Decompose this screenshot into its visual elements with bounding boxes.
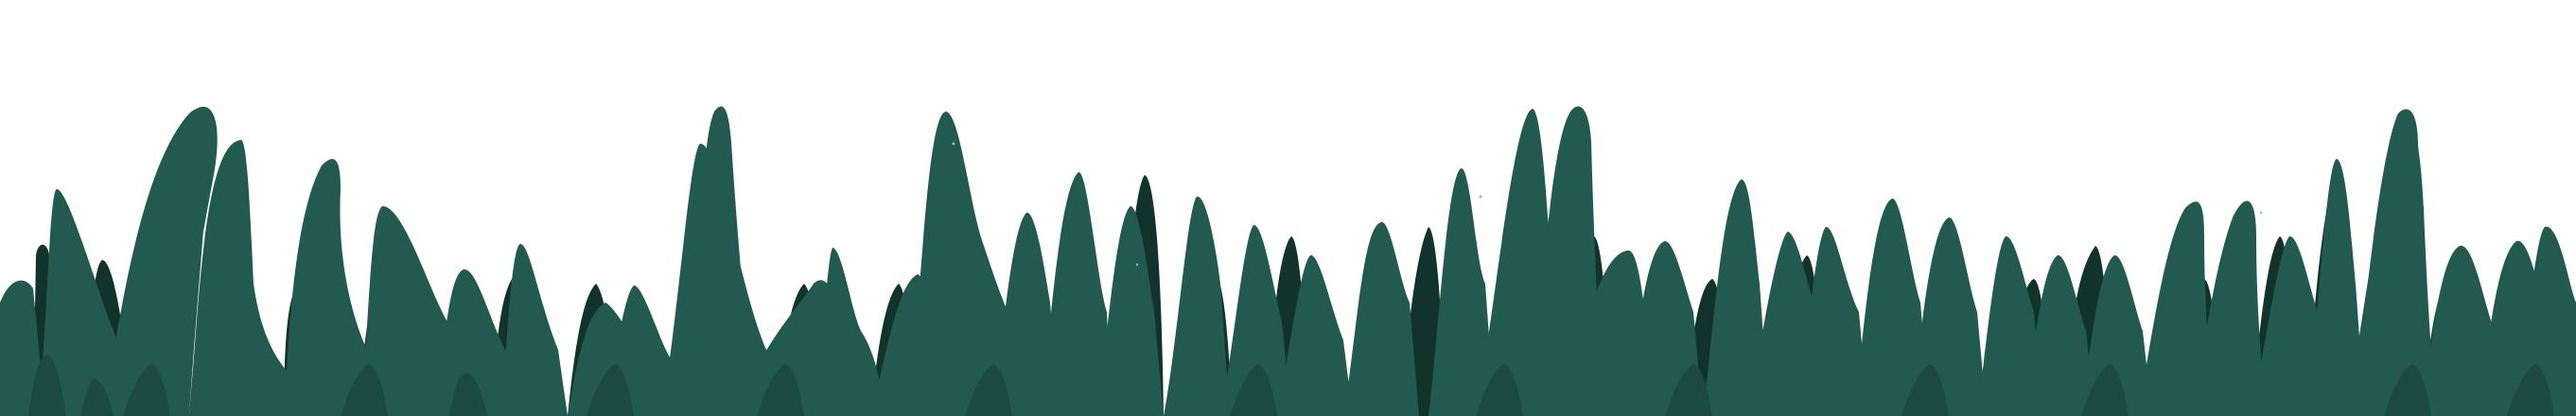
grass-front-layer (0, 106, 2576, 416)
grass-highlights (952, 142, 2263, 267)
grass-mid-layer (28, 355, 2554, 416)
